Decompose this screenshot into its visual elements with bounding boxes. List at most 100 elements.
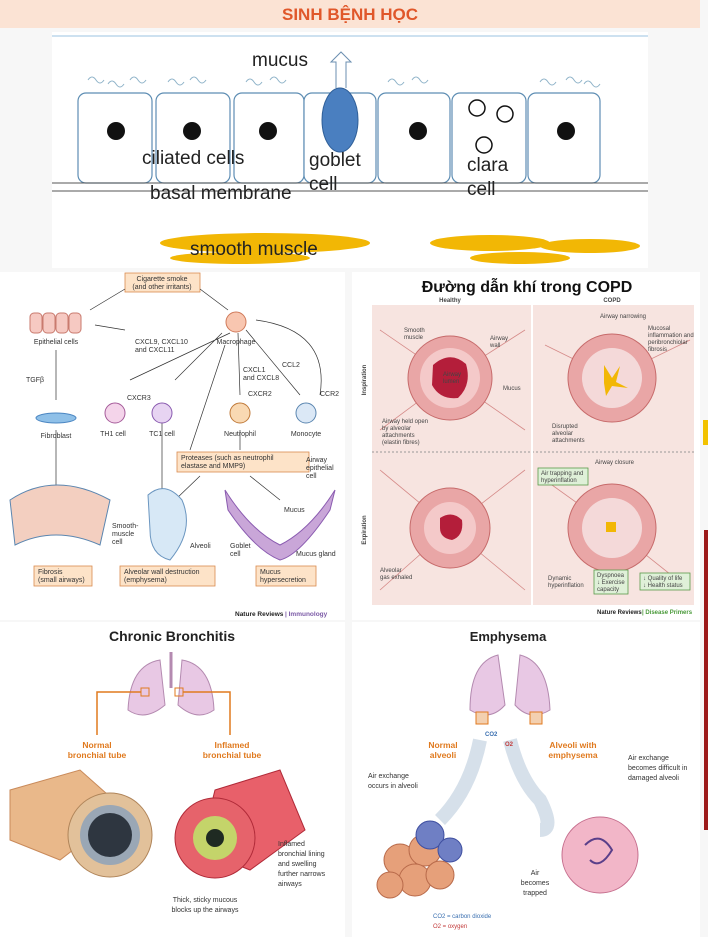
label: Mucus — [503, 386, 521, 392]
label: Smooth- — [112, 523, 139, 530]
label: COPD — [603, 298, 621, 304]
label: muscle — [112, 531, 134, 538]
label: cell — [230, 551, 241, 558]
label: Fibroblast — [41, 433, 72, 440]
shape — [88, 813, 132, 857]
group — [87, 76, 601, 88]
label: Alveolar — [380, 568, 402, 574]
label: bronchial lining — [278, 851, 325, 858]
shape — [496, 105, 514, 123]
label: Emphysema — [470, 629, 547, 644]
label: Air exchange — [368, 773, 409, 780]
label: Inspiration — [362, 364, 368, 395]
shape: Alveolar gas exhaled — [380, 568, 412, 581]
shape — [104, 402, 126, 424]
shape — [160, 233, 370, 253]
label: Mucosal — [648, 326, 670, 332]
shape: Disrupted alveolar attachments — [552, 424, 585, 444]
goblet-cell — [321, 87, 359, 153]
label: blocks up the airways — [172, 907, 239, 914]
label: peribronchiolar — [648, 340, 688, 346]
label: cell — [112, 539, 123, 546]
shape: Alveolar wall destruction (emphysema) — [124, 569, 200, 584]
shape — [55, 288, 322, 501]
shape — [29, 312, 43, 334]
label: CXCL9, CXCL10 — [135, 339, 188, 346]
shape — [255, 565, 317, 587]
label: Proteases (such as neutrophil — [181, 455, 274, 462]
label: and CXCL11 — [135, 347, 175, 354]
label: O2 = oxygen — [433, 924, 467, 930]
label: Airway held open — [382, 419, 428, 425]
shape — [475, 711, 489, 725]
label: Mucus — [284, 507, 305, 514]
label: Mucus gland — [296, 551, 336, 558]
label: Normal — [428, 740, 457, 750]
label: (and other irritants) — [132, 284, 191, 291]
label: lumen — [443, 379, 459, 385]
shape: CXCL1 and CXCL8 — [243, 367, 279, 382]
shape — [151, 402, 173, 424]
label: trapped — [523, 890, 547, 897]
shape — [430, 235, 550, 251]
shape — [259, 122, 277, 140]
shape: Air exchange becomes difficult in damaged … — [628, 755, 688, 782]
shape — [593, 569, 629, 595]
shape: Normal alveoli — [428, 740, 457, 760]
label: Dyspnoea — [597, 573, 625, 579]
edge-bar — [704, 530, 708, 830]
group — [29, 312, 82, 334]
label: Air exchange — [628, 755, 669, 762]
shape — [584, 837, 614, 865]
label: Alveoli with — [549, 740, 596, 750]
shape — [206, 829, 224, 847]
shape — [183, 122, 201, 140]
label: ↓ Quality of life — [643, 576, 683, 582]
group — [160, 233, 640, 264]
shape: Mucus hypersecretion — [260, 569, 306, 584]
label: bronchial tube — [68, 750, 127, 760]
label: Air — [531, 870, 540, 877]
label: and swelling — [278, 861, 317, 868]
shape — [470, 252, 570, 264]
label: CCL2 — [282, 362, 300, 369]
mucus-arrow — [329, 51, 353, 88]
label: (small airways) — [38, 577, 85, 584]
label: Epithelial cells — [34, 339, 79, 346]
label: Goblet — [230, 543, 251, 550]
shape — [295, 402, 317, 424]
shape: Airway held open by alveolar attachments (e… — [382, 419, 428, 446]
shape — [33, 565, 93, 587]
shape — [561, 816, 639, 894]
label: | Disease Primers — [642, 610, 693, 616]
shape — [604, 365, 628, 396]
shape: Inflamed bronchial lining and swelling furt… — [278, 841, 326, 888]
shape — [68, 312, 82, 334]
label: Monocyte — [291, 431, 321, 438]
shape — [409, 122, 427, 140]
label: TH1 cell — [100, 431, 126, 438]
shape: Air becomes trapped — [521, 870, 550, 897]
label: Dynamic — [548, 576, 571, 582]
shape — [229, 402, 251, 424]
shape: Air trapping and hyperinflation — [541, 471, 583, 484]
shape: Dyspnoea ↓ Exercise capacity — [597, 573, 625, 593]
label: becomes — [521, 880, 550, 887]
label: cell — [306, 473, 317, 480]
shape — [55, 312, 69, 334]
label: fibrosis — [648, 347, 667, 353]
label: TC1 cell — [149, 431, 175, 438]
label: basal membrane — [150, 183, 292, 204]
label: CCR2 — [320, 391, 339, 398]
label: Disrupted — [552, 424, 578, 430]
shape: Smooth muscle — [404, 328, 425, 341]
shape — [440, 514, 463, 540]
shape — [225, 311, 247, 333]
label: ciliated cells — [142, 148, 244, 169]
label: Normal — [82, 740, 111, 750]
label: CO2 — [485, 732, 498, 738]
shape: ↓ Quality of life ↓ Health status — [643, 576, 683, 589]
slide-title: SINH BỆNH HỌC — [282, 5, 418, 24]
shape — [437, 837, 463, 863]
label: Airway closure — [595, 460, 635, 466]
